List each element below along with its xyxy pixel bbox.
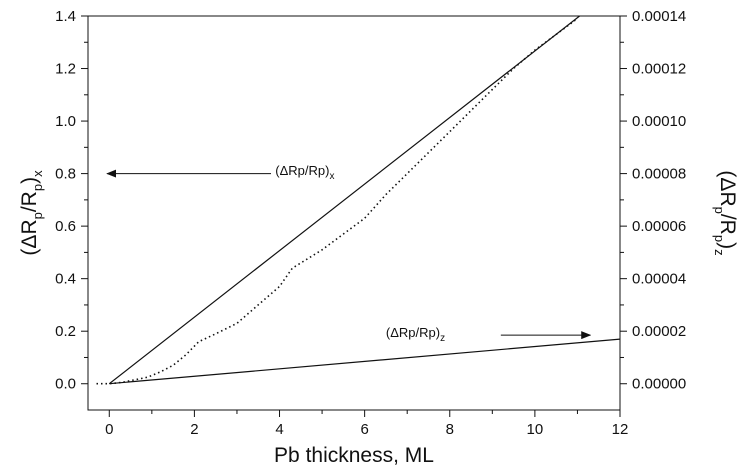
series-group [96, 15, 621, 385]
series-line-1 [108, 15, 580, 385]
x-axis-title: Pb thickness, ML [274, 444, 434, 467]
x-tick-label: 8 [446, 421, 454, 438]
y-right-tick-label: 0.00014 [632, 8, 686, 25]
y-right-tick-label: 0.00002 [632, 323, 686, 340]
y-left-title-mid: /R [18, 191, 41, 212]
y-right-title-sub2: p [712, 235, 727, 242]
y-left-tick-label: 0.4 [55, 271, 76, 288]
y-right-title-sub3: z [712, 249, 727, 256]
y-right-title-base: (ΔR [716, 170, 739, 206]
y-right-title-mid: /R [716, 214, 739, 235]
annotation-label-z: (ΔRp/Rp)z [386, 325, 445, 344]
x-tick-label: 0 [105, 421, 113, 438]
y-left-tick-label: 1.4 [55, 8, 76, 25]
annotation-base-z: (ΔRp/Rp) [386, 325, 440, 340]
y-right-tick-label: 0.00000 [632, 376, 686, 393]
y-right-tick-label: 0.00008 [632, 166, 686, 183]
y-right-tick-label: 0.00004 [632, 271, 686, 288]
y-right-title-close: ) [716, 242, 739, 249]
y-right-tick-label: 0.00012 [632, 61, 686, 78]
y-left-title-base: (ΔR [18, 219, 41, 255]
y-left-title-sub1: p [30, 212, 45, 219]
x-tick-label: 10 [527, 421, 544, 438]
x-tick-label: 4 [275, 421, 283, 438]
ticks-group: 0 2 4 6 8 10 12 0.0 0.2 0.4 0.6 0.8 1.0 1.2 1.4 0.00000… [55, 8, 686, 438]
plot-frame [87, 15, 621, 411]
series-line-2 [96, 17, 578, 385]
y-right-axis-title: (ΔRp/Rp)z [712, 170, 739, 255]
y-right-title-sub1: p [712, 207, 727, 214]
x-tick-label: 6 [360, 421, 368, 438]
y-left-title-sub2: p [30, 184, 45, 191]
y-left-tick-label: 0.6 [55, 218, 76, 235]
y-left-tick-label: 1.2 [55, 61, 76, 78]
annotation-sub-x: x [329, 171, 334, 182]
y-left-tick-label: 0.2 [55, 323, 76, 340]
annotation-sub-z: z [440, 333, 445, 344]
series-line-3 [109, 338, 621, 385]
y-left-tick-label: 1.0 [55, 113, 76, 130]
y-left-tick-label: 0.0 [55, 376, 76, 393]
y-left-title-close: ) [18, 177, 41, 184]
annotation-label-x: (ΔRp/Rp)x [275, 163, 334, 182]
annotation-base-x: (ΔRp/Rp) [275, 163, 329, 178]
x-tick-label: 12 [612, 421, 629, 438]
annotations-group: (ΔRp/Rp)x(ΔRp/Rp)z [106, 163, 592, 344]
y-right-tick-label: 0.00006 [632, 218, 686, 235]
x-tick-label: 2 [190, 421, 198, 438]
y-left-tick-label: 0.8 [55, 166, 76, 183]
y-right-tick-label: 0.00010 [632, 113, 686, 130]
y-left-axis-title: (ΔRp/Rp)x [18, 170, 45, 256]
y-left-title-sub3: x [30, 170, 45, 177]
